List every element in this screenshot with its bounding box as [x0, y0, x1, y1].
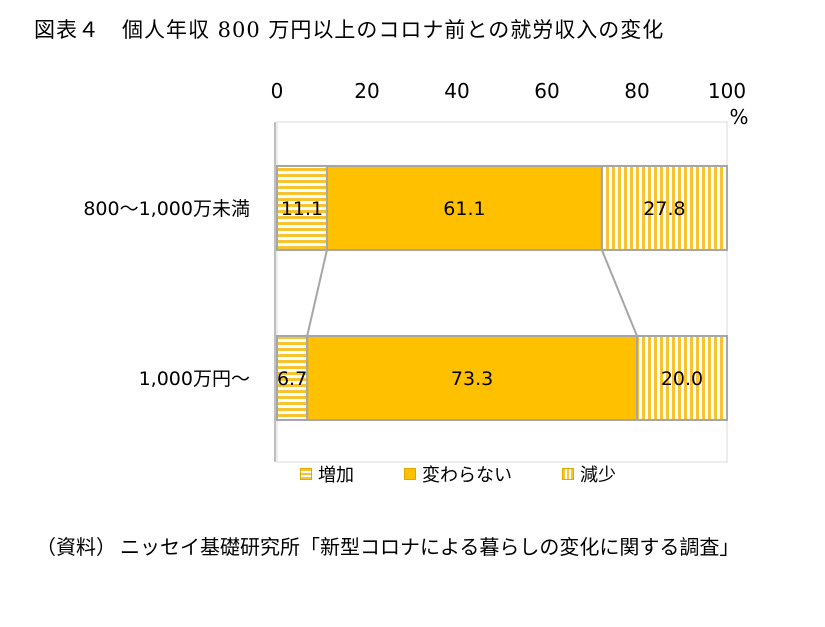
- data-label-decrease-1: 20.0: [661, 368, 703, 390]
- x-tick-label: 20: [354, 79, 379, 103]
- legend-label-nochange: 変わらない: [422, 465, 512, 486]
- category-label: 1,000万円～: [139, 368, 250, 390]
- x-tick-label: 60: [534, 79, 559, 103]
- bar-decrease-0: [600, 165, 729, 251]
- x-tick-label: 100: [708, 79, 746, 103]
- data-label-nochange-0: 61.1: [443, 198, 485, 220]
- legend-swatch-decrease: [562, 468, 574, 480]
- chart-title: 図表４ 個人年収 800 万円以上のコロナ前との就労収入の変化: [34, 18, 665, 42]
- x-unit-label: %: [729, 105, 748, 129]
- legend-item-increase: 増加: [300, 461, 354, 487]
- bar-decrease-1: [636, 335, 728, 421]
- x-tick-label: 40: [444, 79, 469, 103]
- legend-item-decrease: 減少: [562, 461, 616, 487]
- series-connector-line: [306, 249, 328, 337]
- x-tick-label: 0: [271, 79, 284, 103]
- legend-item-nochange: 変わらない: [404, 461, 512, 487]
- data-label-nochange-1: 73.3: [451, 368, 493, 390]
- category-label: 800～1,000万未満: [83, 198, 250, 220]
- x-tick-label: 80: [624, 79, 649, 103]
- data-label-increase-0: 11.1: [281, 198, 323, 220]
- legend-label-decrease: 減少: [580, 465, 616, 486]
- data-label-decrease-0: 27.8: [643, 198, 685, 220]
- series-connector-line: [600, 249, 638, 337]
- source-text: ニッセイ基礎研究所「新型コロナによる暮らしの変化に関する調査」: [120, 535, 740, 559]
- bar-increase-0: [276, 165, 328, 251]
- data-label-increase-1: 6.7: [277, 368, 307, 390]
- legend-label-increase: 増加: [318, 465, 354, 486]
- plot-frame: [276, 121, 728, 463]
- legend-swatch-increase: [300, 468, 312, 480]
- legend: 増加 変わらない 減少: [300, 461, 666, 487]
- source-label: （資料）: [36, 535, 116, 559]
- bar-nochange-1: [306, 335, 638, 421]
- legend-swatch-nochange: [404, 468, 416, 480]
